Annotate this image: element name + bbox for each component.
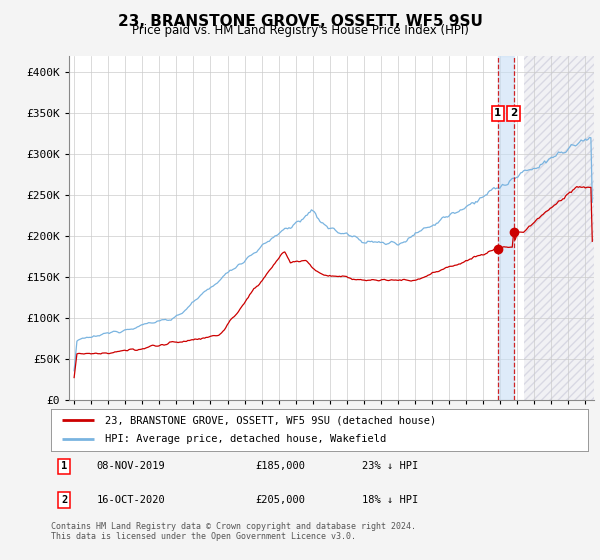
Bar [498,56,514,400]
Text: HPI: Average price, detached house, Wakefield: HPI: Average price, detached house, Wake… [105,435,386,445]
Text: £205,000: £205,000 [255,495,305,505]
Text: 1: 1 [61,461,68,472]
Text: 16-OCT-2020: 16-OCT-2020 [97,495,166,505]
Text: 23, BRANSTONE GROVE, OSSETT, WF5 9SU: 23, BRANSTONE GROVE, OSSETT, WF5 9SU [118,14,482,29]
Bar [524,56,600,400]
Text: Contains HM Land Registry data © Crown copyright and database right 2024.
This d: Contains HM Land Registry data © Crown c… [51,522,416,542]
Text: Price paid vs. HM Land Registry's House Price Index (HPI): Price paid vs. HM Land Registry's House … [131,24,469,37]
Text: 23, BRANSTONE GROVE, OSSETT, WF5 9SU (detached house): 23, BRANSTONE GROVE, OSSETT, WF5 9SU (de… [105,415,436,425]
Text: 23% ↓ HPI: 23% ↓ HPI [362,461,419,472]
Text: £185,000: £185,000 [255,461,305,472]
Text: 2: 2 [61,495,68,505]
Text: 08-NOV-2019: 08-NOV-2019 [97,461,166,472]
Text: 2: 2 [510,109,517,118]
Text: 18% ↓ HPI: 18% ↓ HPI [362,495,419,505]
Text: 1: 1 [494,109,502,118]
